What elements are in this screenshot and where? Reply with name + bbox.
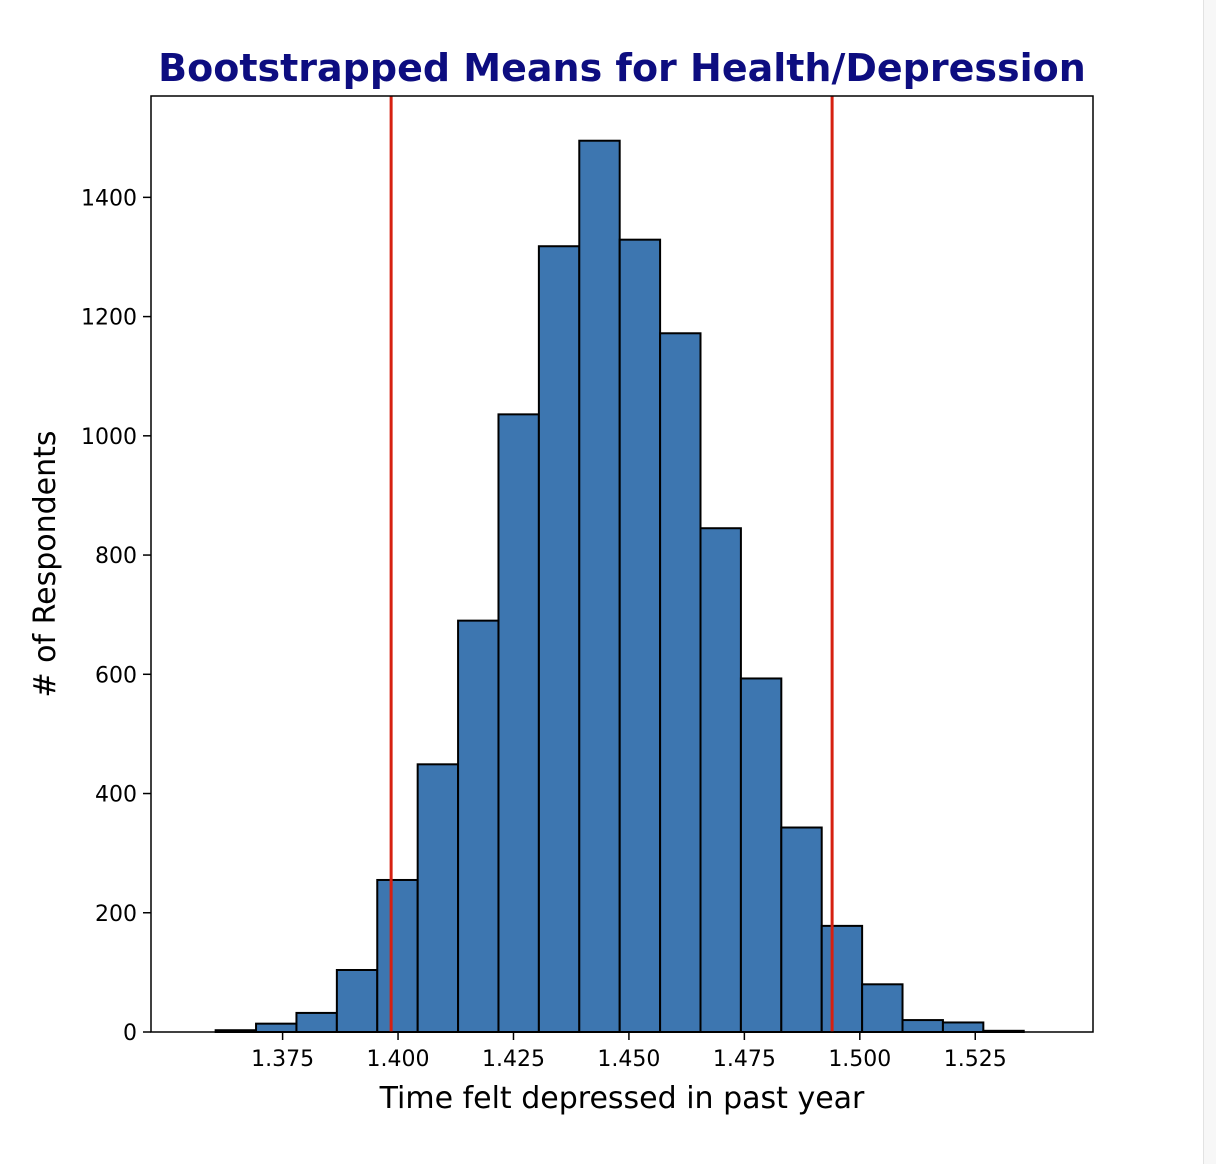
x-tick-label: 1.500 (828, 1047, 891, 1072)
x-tick-label: 1.400 (367, 1047, 430, 1072)
histogram-bar (457, 619, 500, 1034)
histogram-bar (901, 1019, 944, 1033)
y-tick-label: 200 (95, 902, 137, 927)
histogram-bar (497, 413, 540, 1033)
y-tick-label: 0 (123, 1021, 137, 1046)
histogram-bar (335, 968, 379, 1033)
histogram-bar (699, 527, 742, 1033)
y-tick-label: 1200 (81, 306, 137, 331)
y-tick-label: 600 (95, 663, 137, 688)
histogram-bar (618, 238, 662, 1034)
histogram-bars (214, 139, 1025, 1034)
y-tick-label: 1000 (81, 425, 137, 450)
x-axis-ticks: 1.375 1.400 1.425 1.450 1.475 1.500 1.525 (251, 1032, 1007, 1072)
plot-frame (150, 95, 1094, 1033)
histogram-bar (780, 826, 823, 1033)
y-tick-label: 400 (95, 783, 137, 808)
y-tick-label: 1400 (81, 186, 137, 211)
x-tick-label: 1.525 (944, 1047, 1007, 1072)
x-tick-label: 1.425 (482, 1047, 545, 1072)
chart-title: Bootstrapped Means for Health/Depression (158, 46, 1086, 90)
window-edge (1203, 0, 1216, 1164)
histogram-bar (739, 677, 783, 1033)
y-tick-label: 800 (95, 544, 137, 569)
x-tick-label: 1.450 (597, 1047, 660, 1072)
x-tick-label: 1.475 (713, 1047, 776, 1072)
histogram-bar (255, 1022, 298, 1033)
histogram-bar (659, 332, 702, 1033)
histogram-bar (295, 1011, 338, 1034)
y-axis-label: # of Respondents (28, 430, 63, 697)
histogram-bar (861, 983, 904, 1033)
histogram-bar (941, 1021, 985, 1033)
histogram-bar (820, 924, 864, 1033)
histogram-bar (416, 763, 460, 1033)
histogram-bar (578, 139, 621, 1033)
histogram-bar (376, 878, 419, 1034)
interval-lines (389, 96, 834, 1032)
y-axis-ticks: 0 200 400 600 800 1000 1200 1400 (81, 186, 151, 1046)
x-tick-label: 1.375 (251, 1047, 314, 1072)
histogram-bar (537, 245, 581, 1033)
x-axis-label: Time felt depressed in past year (379, 1081, 865, 1116)
